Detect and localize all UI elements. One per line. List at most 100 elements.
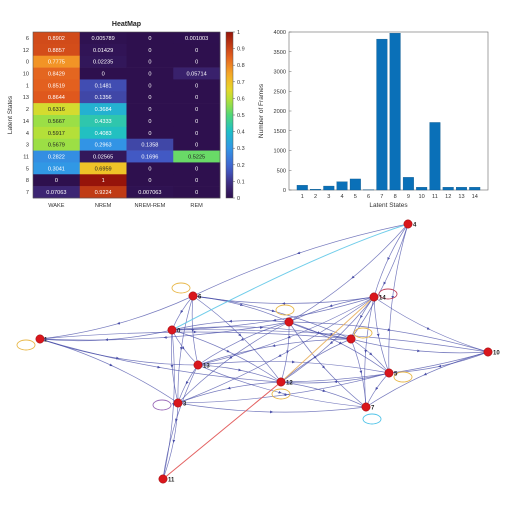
graph-node — [346, 334, 356, 344]
heatmap-cell-label: 0 — [195, 48, 198, 54]
bar — [323, 185, 335, 191]
graph-edge — [373, 223, 409, 298]
heatmap-cell — [126, 186, 174, 199]
heatmap-cell-label: 0 — [148, 36, 151, 42]
graph-edge-arrow — [229, 355, 233, 359]
bar-xtick-label: 9 — [407, 194, 410, 200]
graph-node — [284, 317, 294, 327]
heatmap-row-label: 1 — [26, 83, 29, 89]
heatmap-cell-label: 0 — [148, 60, 151, 66]
colorbar-tick-label: 1 — [237, 30, 240, 36]
graph-edge-arrow — [383, 281, 387, 286]
graph-edge-arrow — [109, 363, 113, 367]
heatmap-cell — [33, 43, 81, 57]
heatmap-cell-label: 0 — [148, 119, 151, 125]
heatmap-cell — [79, 126, 127, 140]
heatmap-cell — [79, 115, 127, 128]
colorbar-tick-label: 0.6 — [237, 96, 245, 102]
heatmap-column-label: WAKE — [48, 203, 65, 209]
heatmap-cell-label: 0.8429 — [48, 72, 65, 78]
graph-edge — [373, 296, 390, 374]
heatmap-cell — [126, 174, 174, 187]
heatmap-cell-label: 0.8857 — [48, 48, 65, 54]
heatmap-cell-label: 0.01429 — [93, 48, 113, 54]
heatmap-cell-label: 0 — [102, 72, 105, 78]
heatmap-cell-label: 0.3041 — [48, 166, 65, 172]
heatmap-cell — [126, 103, 174, 116]
heatmap-cell — [126, 67, 174, 80]
heatmap-row-label: 6 — [26, 36, 29, 42]
graph-edge-arrow — [426, 327, 431, 330]
graph-node — [193, 360, 203, 370]
heatmap-cell — [126, 162, 174, 175]
heatmap-cell-label: 0 — [148, 131, 151, 137]
graph-node-label: 14 — [379, 296, 386, 302]
heatmap-cell-label: 0 — [195, 107, 198, 113]
heatmap-cell — [173, 126, 221, 140]
heatmap-cell-label: 0.4083 — [95, 131, 112, 137]
bar-xtick-label: 7 — [380, 194, 383, 200]
heatmap-cell — [173, 150, 221, 163]
bar-xtick-label: 14 — [472, 194, 478, 200]
graph-node-label: 6 — [198, 295, 202, 301]
bar — [416, 187, 428, 191]
heatmap-cell — [173, 162, 221, 175]
heatmap-cell — [173, 32, 221, 45]
graph-node — [158, 474, 168, 484]
heatmap-cell-label: 0 — [55, 178, 58, 184]
heatmap-row-label: 13 — [23, 95, 29, 101]
heatmap-cell — [33, 55, 81, 68]
heatmap-row-label: 8 — [26, 178, 29, 184]
graph-node-label: 1 — [44, 338, 48, 344]
heatmap-cell-label: 0.8644 — [48, 95, 65, 101]
heatmap-cell — [79, 103, 127, 116]
graph-highlight-edge — [280, 296, 375, 383]
heatmap-cell-label: 0.9224 — [95, 190, 112, 196]
graph-self-loop — [171, 282, 191, 294]
bar — [456, 187, 467, 191]
heatmap-cell — [126, 138, 174, 151]
bar-xtick-label: 6 — [367, 194, 370, 200]
heatmap-cell-label: 0 — [195, 83, 198, 89]
heatmap-cell-label: 0 — [148, 95, 151, 101]
bar — [389, 33, 401, 191]
bar — [336, 181, 348, 191]
heatmap-cell-label: 0.001003 — [185, 36, 208, 42]
heatmap-cell — [126, 43, 174, 57]
heatmap-row-label: 4 — [26, 131, 29, 137]
graph-edge — [177, 295, 194, 404]
heatmap-cell — [79, 43, 127, 57]
heatmap-cell — [33, 150, 81, 163]
heatmap-cell — [33, 126, 81, 140]
bar-ytick-label: 1000 — [274, 149, 286, 155]
graph-self-loop — [353, 327, 373, 339]
bar — [310, 189, 321, 191]
heatmap-cell-label: 1 — [102, 178, 105, 184]
heatmap-cell-label: 0 — [195, 60, 198, 66]
heatmap-cell-label: 0 — [195, 166, 198, 172]
heatmap-row-label: 3 — [26, 143, 29, 149]
bar — [349, 178, 361, 191]
heatmap-cell — [79, 150, 127, 163]
heatmap-cell-label: 0.5679 — [48, 143, 65, 149]
heatmap-row-label: 14 — [23, 119, 29, 125]
bar-axes-box — [288, 31, 489, 191]
colorbar-tick-label: 0.2 — [237, 163, 245, 169]
bar-xtick-label: 11 — [432, 194, 438, 200]
graph-node-label: 7 — [371, 406, 375, 412]
bar-ytick-label: 3500 — [274, 50, 286, 56]
graph-node — [403, 219, 413, 229]
heatmap-cell-label: 0 — [195, 131, 198, 137]
graph-edge — [162, 329, 175, 480]
bar-xtick-label: 5 — [354, 194, 357, 200]
colorbar-tick-label: 0.4 — [237, 130, 245, 136]
heatmap-cell — [33, 67, 81, 80]
heatmap-cell — [126, 115, 174, 128]
heatmap-cell-label: 0.005789 — [91, 36, 114, 42]
graph-edge — [280, 381, 367, 408]
bar-xtick-label: 2 — [314, 194, 317, 200]
bar-ytick-label: 2000 — [274, 109, 286, 115]
graph-edge — [197, 296, 375, 366]
heatmap-cell-label: 0 — [195, 119, 198, 125]
